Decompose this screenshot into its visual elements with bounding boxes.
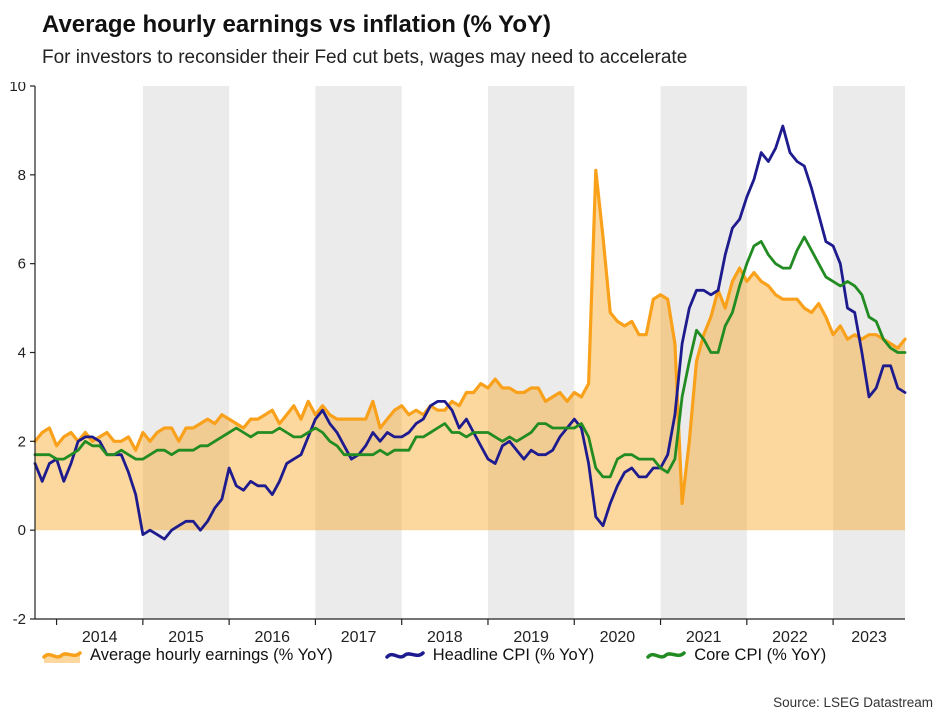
chart-subtitle: For investors to reconsider their Fed cu…	[42, 47, 688, 68]
svg-text:6: 6	[18, 256, 26, 273]
legend-label-earnings: Average hourly earnings (% YoY)	[90, 646, 333, 664]
svg-text:2017: 2017	[341, 629, 377, 644]
source-note: Source: LSEG Datastream	[773, 695, 933, 710]
svg-text:2022: 2022	[772, 629, 808, 644]
legend-item-earnings: Average hourly earnings (% YoY)	[42, 646, 333, 665]
legend-label-core-cpi: Core CPI (% YoY)	[694, 646, 827, 664]
svg-text:2023: 2023	[851, 629, 887, 644]
svg-text:-2: -2	[13, 611, 26, 628]
svg-text:2020: 2020	[600, 629, 636, 644]
svg-text:10: 10	[9, 82, 26, 95]
legend-item-headline-cpi: Headline CPI (% YoY)	[385, 646, 594, 665]
svg-text:2014: 2014	[82, 629, 118, 644]
svg-text:2019: 2019	[513, 629, 549, 644]
legend-label-headline-cpi: Headline CPI (% YoY)	[432, 646, 595, 664]
headline-cpi-line-swatch-icon	[385, 650, 425, 659]
chart-legend: Average hourly earnings (% YoY) Headline…	[42, 646, 941, 665]
svg-text:2018: 2018	[427, 629, 463, 644]
core-cpi-line-swatch-icon	[646, 650, 686, 659]
chart-title: Average hourly earnings vs inflation (% …	[42, 11, 552, 38]
svg-text:2021: 2021	[686, 629, 722, 644]
earnings-area-swatch-icon	[42, 650, 82, 663]
legend-item-core-cpi: Core CPI (% YoY)	[646, 646, 826, 665]
svg-text:0: 0	[18, 522, 26, 539]
svg-text:4: 4	[18, 345, 26, 362]
plot-area: -2 0 2 4 6 8 10 2014 2015 2016 2017 2018 2019 2020 202…	[9, 82, 907, 644]
svg-text:2: 2	[18, 433, 26, 450]
svg-text:8: 8	[18, 167, 26, 184]
svg-text:2016: 2016	[254, 629, 290, 644]
svg-text:2015: 2015	[168, 629, 204, 644]
